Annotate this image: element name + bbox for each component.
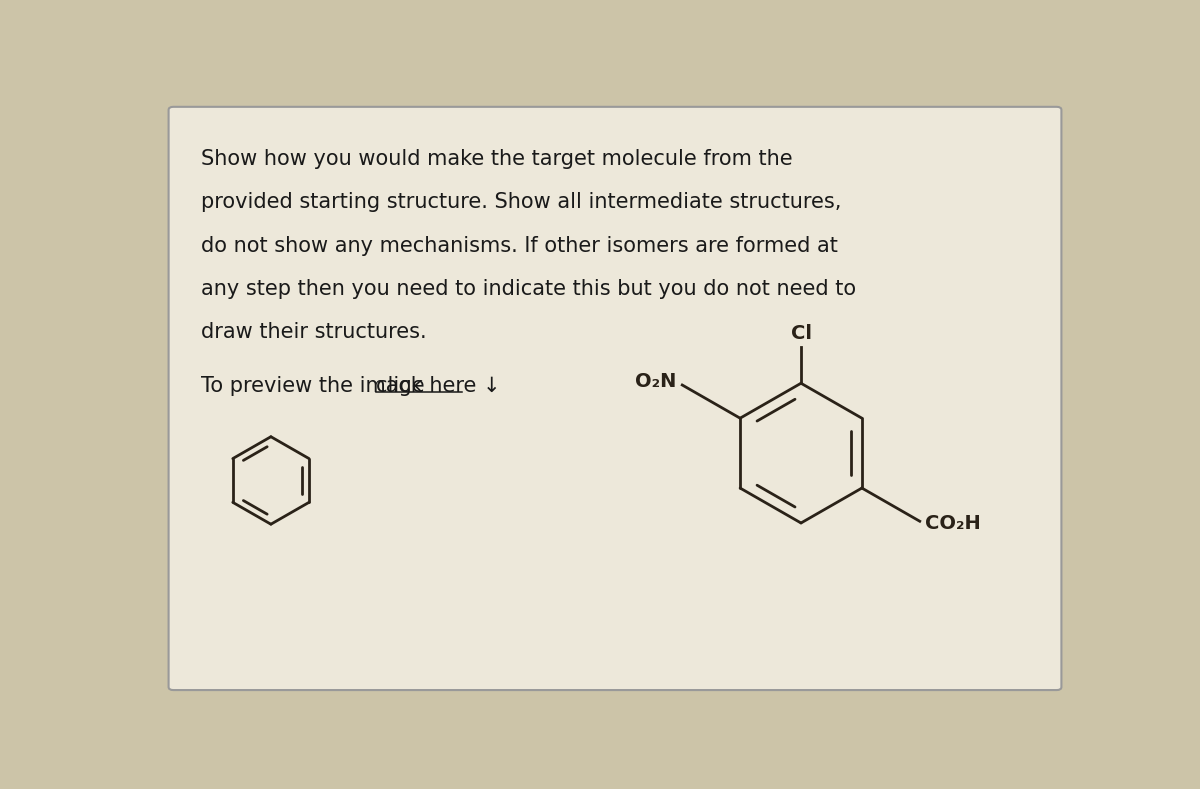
FancyBboxPatch shape: [168, 107, 1062, 690]
Text: any step then you need to indicate this but you do not need to: any step then you need to indicate this …: [202, 279, 857, 299]
Text: do not show any mechanisms. If other isomers are formed at: do not show any mechanisms. If other iso…: [202, 236, 838, 256]
Text: CO₂H: CO₂H: [925, 514, 982, 533]
Text: click here ↓: click here ↓: [376, 376, 500, 396]
Text: To preview the image: To preview the image: [202, 376, 432, 396]
Text: Cl: Cl: [791, 323, 811, 342]
Text: O₂N: O₂N: [635, 372, 677, 391]
Text: draw their structures.: draw their structures.: [202, 322, 427, 342]
Text: provided starting structure. Show all intermediate structures,: provided starting structure. Show all in…: [202, 193, 841, 212]
Text: Show how you would make the target molecule from the: Show how you would make the target molec…: [202, 149, 793, 170]
